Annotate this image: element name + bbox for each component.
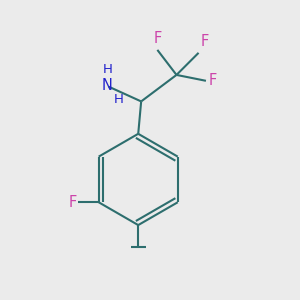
Text: F: F: [208, 73, 217, 88]
Text: N: N: [102, 78, 113, 93]
Text: H: H: [114, 93, 124, 106]
Text: F: F: [201, 34, 209, 49]
Text: F: F: [68, 195, 76, 210]
Text: H: H: [102, 63, 112, 76]
Text: F: F: [153, 32, 161, 46]
